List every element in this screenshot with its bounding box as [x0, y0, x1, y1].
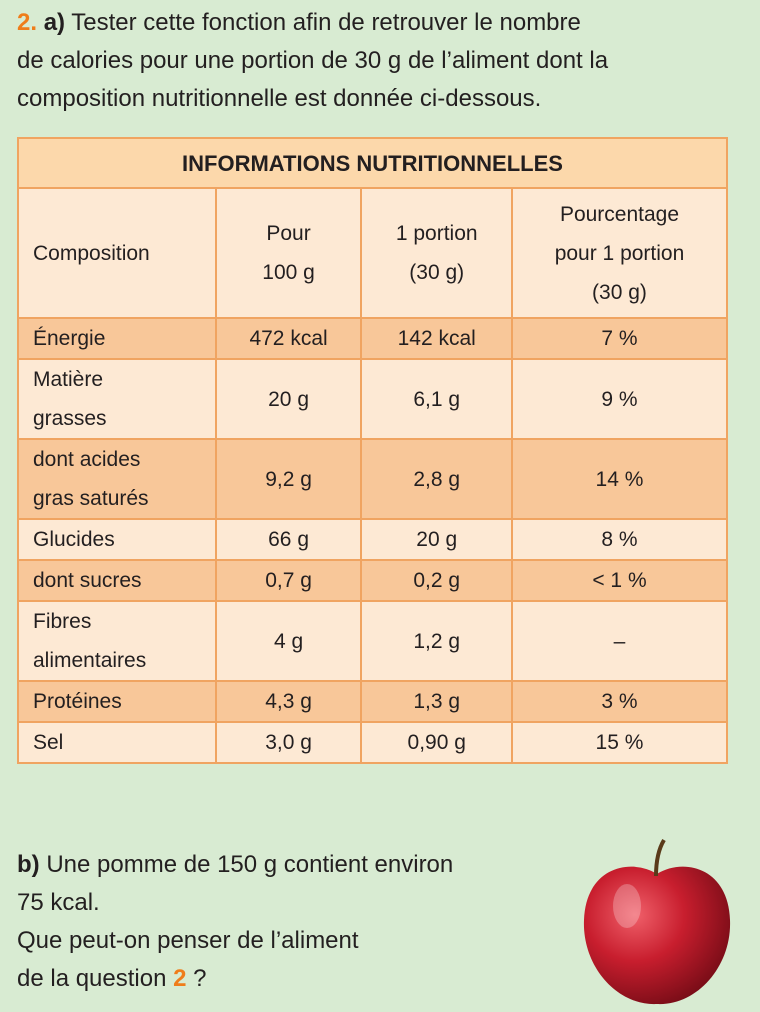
- column-header: Composition: [17, 187, 217, 319]
- table-cell: 0,7 g: [214, 559, 363, 602]
- table-cell: –: [510, 600, 729, 682]
- table-cell: 4 g: [214, 600, 363, 682]
- table-cell: 4,3 g: [214, 680, 363, 723]
- table-cell: < 1 %: [510, 559, 729, 602]
- table-cell: 3,0 g: [214, 721, 363, 764]
- column-header: 1 portion (30 g): [360, 187, 513, 319]
- table-cell: 14 %: [510, 438, 729, 520]
- table-cell: Fibres alimentaires: [17, 600, 217, 682]
- table-cell: dont acides gras saturés: [17, 438, 217, 520]
- question-label: b): [17, 851, 40, 878]
- nutrition-table: INFORMATIONS NUTRITIONNELLES Composition…: [17, 137, 729, 764]
- apple-stem: [654, 838, 666, 877]
- question-number: 2.: [17, 9, 38, 36]
- table-cell: 66 g: [214, 518, 363, 561]
- table-row: Fibres alimentaires 4 g 1,2 g –: [17, 600, 729, 682]
- table-cell: 6,1 g: [360, 358, 513, 440]
- question-text: Une pomme de 150 g contient environ 75 k…: [17, 851, 454, 992]
- table-cell: 9 %: [510, 358, 729, 440]
- table-cell: 0,90 g: [360, 721, 513, 764]
- table-cell: 0,2 g: [360, 559, 513, 602]
- question-a: 2. a) Tester cette fonction afin de retr…: [17, 4, 737, 118]
- question-label: a): [43, 9, 66, 36]
- table-cell: 2,8 g: [360, 438, 513, 520]
- apple-body: [583, 866, 731, 1005]
- table-cell: 1,2 g: [360, 600, 513, 682]
- table-title: INFORMATIONS NUTRITIONNELLES: [17, 137, 728, 189]
- apple-illustration: [583, 838, 731, 1005]
- question-text: Tester cette fonction afin de retrouver …: [17, 9, 609, 112]
- table-row: Énergie 472 kcal 142 kcal 7 %: [17, 317, 729, 360]
- table-cell: 9,2 g: [214, 438, 363, 520]
- table-cell: Énergie: [17, 317, 217, 360]
- apple-highlight: [613, 884, 641, 928]
- table-row: dont acides gras saturés 9,2 g 2,8 g 14 %: [17, 438, 729, 520]
- question-end: ?: [193, 965, 207, 992]
- column-header: Pourcentage pour 1 portion (30 g): [510, 187, 729, 319]
- question-ref: 2: [173, 965, 187, 992]
- table-cell: 8 %: [510, 518, 729, 561]
- table-cell: dont sucres: [17, 559, 217, 602]
- table-cell: Sel: [17, 721, 217, 764]
- column-header: Pour 100 g: [214, 187, 363, 319]
- table-cell: Matière grasses: [17, 358, 217, 440]
- table-cell: 472 kcal: [214, 317, 363, 360]
- table-cell: 20 g: [214, 358, 363, 440]
- table-cell: 20 g: [360, 518, 513, 561]
- table-cell: 3 %: [510, 680, 729, 723]
- table-row: dont sucres 0,7 g 0,2 g < 1 %: [17, 559, 729, 602]
- table-cell: 7 %: [510, 317, 729, 360]
- table-cell: Protéines: [17, 680, 217, 723]
- table-row: Sel 3,0 g 0,90 g 15 %: [17, 721, 729, 764]
- table-cell: 1,3 g: [360, 680, 513, 723]
- table-cell: 15 %: [510, 721, 729, 764]
- question-b: b) Une pomme de 150 g contient environ 7…: [17, 846, 557, 998]
- table-cell: Glucides: [17, 518, 217, 561]
- table-cell: 142 kcal: [360, 317, 513, 360]
